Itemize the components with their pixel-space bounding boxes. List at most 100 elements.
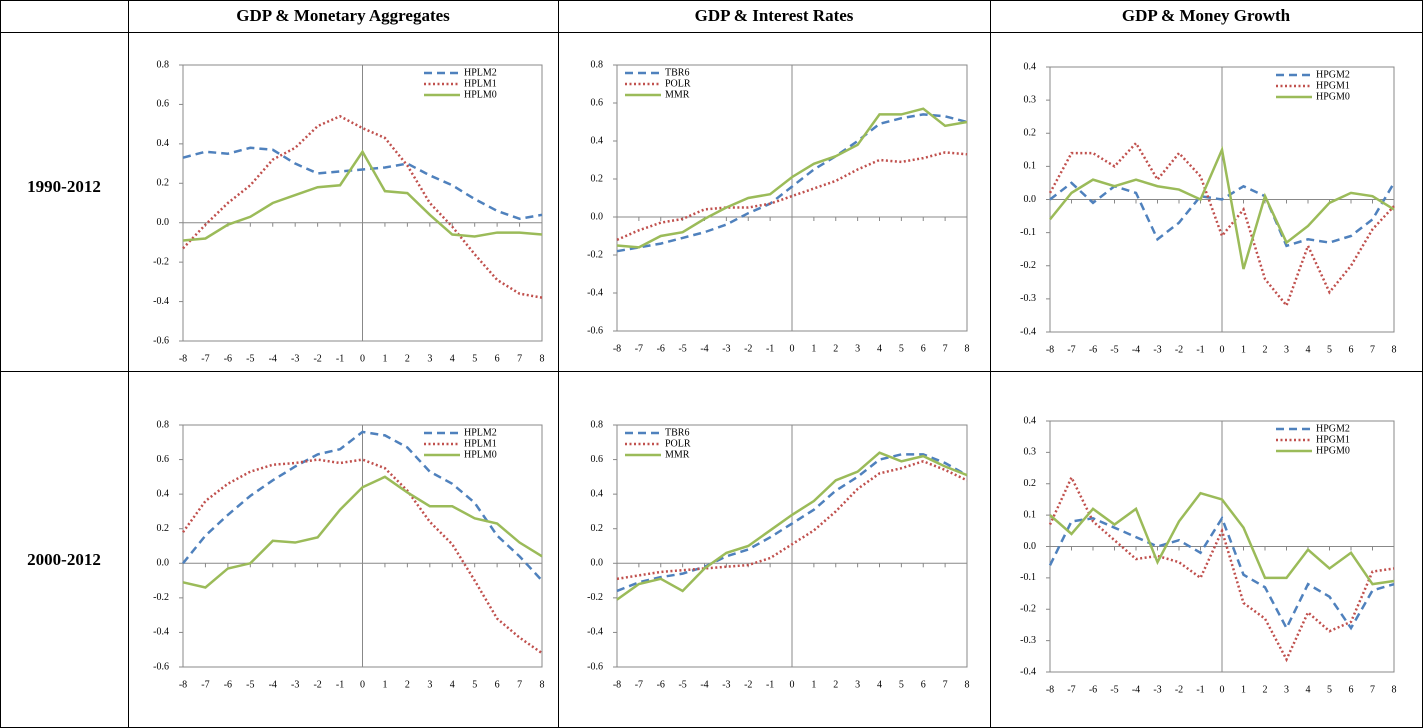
y-tick-label: 0.2	[1024, 478, 1037, 489]
x-tick-label: -2	[744, 343, 752, 354]
x-tick-label: -6	[657, 343, 665, 354]
x-tick-label: -4	[700, 679, 708, 690]
x-tick-label: -3	[1153, 344, 1161, 355]
x-tick-label: 2	[1263, 684, 1268, 695]
x-tick-label: 5	[1327, 684, 1332, 695]
x-tick-label: -6	[224, 353, 232, 364]
y-tick-label: -0.4	[587, 627, 603, 638]
x-tick-label: 0	[360, 353, 365, 364]
legend-label: HPLM1	[464, 438, 497, 449]
y-tick-label: -0.1	[1020, 572, 1036, 583]
series-line	[616, 151, 968, 241]
x-tick-label: 1	[382, 679, 387, 690]
legend-label: HPLM2	[464, 427, 497, 438]
x-tick-label: 3	[1284, 344, 1289, 355]
y-tick-label: -0.2	[587, 592, 603, 603]
y-tick-label: 0.0	[157, 558, 170, 569]
x-tick-label: 6	[921, 679, 926, 690]
legend-label: HPGM1	[1316, 80, 1350, 91]
series-line	[616, 107, 968, 249]
x-tick-label: 8	[1392, 344, 1397, 355]
x-tick-label: -8	[613, 679, 621, 690]
x-tick-label: -8	[1046, 344, 1054, 355]
x-tick-label: 1	[811, 679, 816, 690]
y-tick-label: -0.4	[587, 287, 603, 298]
x-tick-label: -7	[1067, 344, 1075, 355]
y-tick-label: -0.6	[587, 661, 603, 672]
y-tick-label: 0.2	[1024, 128, 1037, 139]
y-tick-label: 0.2	[591, 523, 604, 534]
x-tick-label: -2	[313, 353, 321, 364]
x-tick-label: 3	[855, 343, 860, 354]
legend-label: HPLM0	[464, 89, 497, 100]
y-tick-label: -0.6	[587, 325, 603, 336]
x-tick-label: -8	[1046, 684, 1054, 695]
x-tick-label: 0	[1220, 684, 1225, 695]
x-tick-label: -4	[700, 343, 708, 354]
x-tick-label: -5	[246, 353, 254, 364]
x-tick-label: -6	[657, 679, 665, 690]
column-header: GDP & Interest Rates	[695, 6, 854, 25]
x-tick-label: 6	[495, 353, 500, 364]
y-tick-label: -0.4	[153, 296, 169, 307]
legend-label: HPLM1	[464, 78, 497, 89]
x-tick-label: 2	[833, 343, 838, 354]
x-tick-label: -7	[201, 679, 209, 690]
x-tick-label: -3	[722, 343, 730, 354]
x-tick-label: 4	[450, 353, 455, 364]
x-tick-label: 7	[517, 353, 522, 364]
x-tick-label: 0	[790, 343, 795, 354]
x-tick-label: 8	[540, 679, 545, 690]
x-tick-label: 4	[450, 679, 455, 690]
series-line	[1048, 474, 1395, 663]
x-tick-label: 1	[811, 343, 816, 354]
x-tick-label: -2	[313, 679, 321, 690]
x-tick-label: 2	[405, 679, 410, 690]
legend-label: HPGM2	[1316, 69, 1350, 80]
x-tick-label: -3	[291, 679, 299, 690]
x-tick-label: 0	[1220, 344, 1225, 355]
y-tick-label: -0.4	[1020, 326, 1036, 337]
x-tick-label: 4	[1306, 344, 1311, 355]
series-line	[616, 453, 968, 593]
x-tick-label: 6	[921, 343, 926, 354]
y-tick-label: -0.1	[1020, 227, 1036, 238]
series-line	[616, 459, 968, 581]
x-tick-label: 1	[382, 353, 387, 364]
x-tick-label: -6	[224, 679, 232, 690]
x-tick-label: -1	[336, 679, 344, 690]
row-header: 1990-2012	[27, 177, 101, 196]
x-tick-label: 8	[965, 679, 970, 690]
x-tick-label: -1	[766, 679, 774, 690]
x-tick-label: -4	[1132, 684, 1140, 695]
series-line	[1048, 515, 1395, 631]
x-tick-label: -4	[269, 679, 277, 690]
y-tick-label: 0.8	[157, 419, 170, 430]
x-tick-label: 5	[472, 679, 477, 690]
x-tick-label: -5	[678, 679, 686, 690]
x-tick-label: -1	[1196, 344, 1204, 355]
y-tick-label: -0.2	[1020, 604, 1036, 615]
y-tick-label: 0.2	[591, 173, 604, 184]
y-tick-label: -0.2	[153, 256, 169, 267]
y-tick-label: 0.2	[157, 523, 170, 534]
x-tick-label: 6	[495, 679, 500, 690]
legend-label: TBR6	[665, 427, 689, 438]
x-tick-label: 6	[1349, 684, 1354, 695]
legend-label: HPGM2	[1316, 423, 1350, 434]
x-tick-label: -2	[1175, 684, 1183, 695]
x-tick-label: -7	[635, 343, 643, 354]
y-tick-label: 0.6	[591, 97, 604, 108]
x-tick-label: -4	[269, 353, 277, 364]
y-tick-label: 0.2	[157, 178, 170, 189]
x-tick-label: 6	[1349, 344, 1354, 355]
x-tick-label: 8	[540, 353, 545, 364]
series-line	[182, 430, 543, 582]
x-tick-label: -6	[1089, 684, 1097, 695]
x-tick-label: 7	[943, 343, 948, 354]
x-tick-label: 7	[943, 679, 948, 690]
x-tick-label: -1	[1196, 684, 1204, 695]
x-tick-label: 2	[833, 679, 838, 690]
x-tick-label: 5	[899, 679, 904, 690]
x-tick-label: 7	[1370, 344, 1375, 355]
